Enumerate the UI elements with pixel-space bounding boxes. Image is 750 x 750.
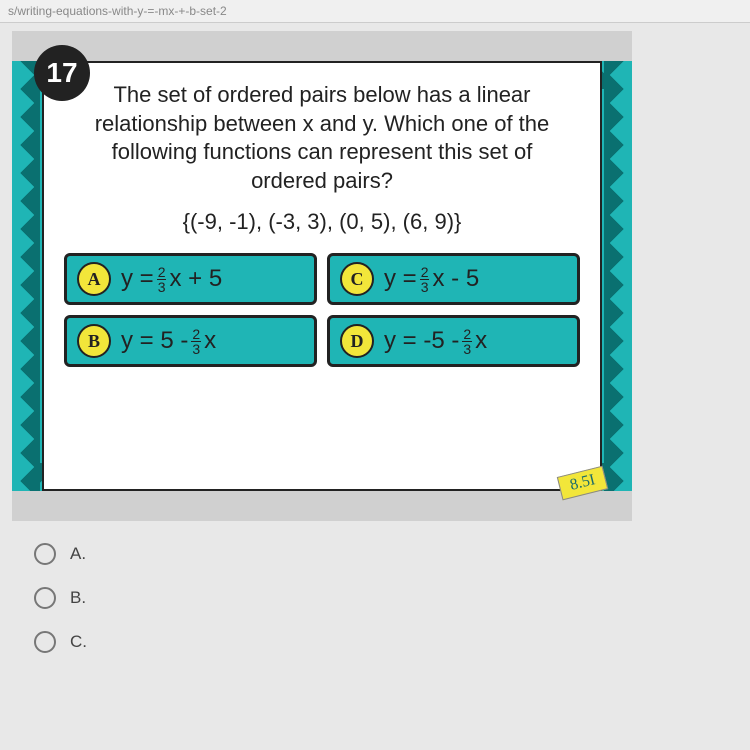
answer-choice-d: D y = -5 - 23 x <box>327 315 580 367</box>
eq-suffix: x <box>204 327 216 355</box>
numerator: 2 <box>462 327 472 342</box>
option-a[interactable]: A. <box>34 543 750 565</box>
numerator: 2 <box>420 265 430 280</box>
question-card: 17 The set of ordered pairs below has a … <box>12 61 632 491</box>
fraction: 23 <box>191 327 201 356</box>
option-label: A. <box>70 544 86 564</box>
option-c[interactable]: C. <box>34 631 750 653</box>
denominator: 3 <box>157 280 167 294</box>
standard-badge: 8.5I <box>556 466 608 501</box>
answer-choice-c: C y = 23 x - 5 <box>327 253 580 305</box>
option-label: C. <box>70 632 87 652</box>
eq-prefix: y = 5 - <box>121 327 188 355</box>
numerator: 2 <box>191 327 201 342</box>
answer-equation: y = -5 - 23 x <box>384 327 487 356</box>
eq-suffix: x - 5 <box>432 265 479 293</box>
radio-icon[interactable] <box>34 543 56 565</box>
border-left <box>12 61 40 491</box>
option-b[interactable]: B. <box>34 587 750 609</box>
eq-prefix: y = <box>384 265 417 293</box>
answer-choice-b: B y = 5 - 23 x <box>64 315 317 367</box>
content-area: 17 The set of ordered pairs below has a … <box>0 23 750 653</box>
eq-suffix: x + 5 <box>169 265 222 293</box>
answer-letter: D <box>340 324 374 358</box>
answer-letter: A <box>77 262 111 296</box>
denominator: 3 <box>191 342 201 356</box>
numerator: 2 <box>157 265 167 280</box>
ordered-pairs: {(-9, -1), (-3, 3), (0, 5), (6, 9)} <box>64 209 580 235</box>
answer-letter: B <box>77 324 111 358</box>
radio-options: A. B. C. <box>12 521 750 653</box>
eq-prefix: y = <box>121 265 154 293</box>
card-inner: 17 The set of ordered pairs below has a … <box>42 61 602 491</box>
eq-suffix: x <box>475 327 487 355</box>
radio-icon[interactable] <box>34 587 56 609</box>
answer-equation: y = 23 x + 5 <box>121 265 222 294</box>
denominator: 3 <box>462 342 472 356</box>
border-right <box>604 61 632 491</box>
fraction: 23 <box>462 327 472 356</box>
card-shadow: 17 The set of ordered pairs below has a … <box>12 31 632 521</box>
denominator: 3 <box>420 280 430 294</box>
option-label: B. <box>70 588 86 608</box>
radio-icon[interactable] <box>34 631 56 653</box>
question-text: The set of ordered pairs below has a lin… <box>64 81 580 203</box>
fraction: 23 <box>157 265 167 294</box>
url-bar: s/writing-equations-with-y-=-mx-+-b-set-… <box>0 0 750 23</box>
answer-choice-a: A y = 23 x + 5 <box>64 253 317 305</box>
question-number-badge: 17 <box>34 45 90 101</box>
fraction: 23 <box>420 265 430 294</box>
answer-equation: y = 5 - 23 x <box>121 327 216 356</box>
eq-prefix: y = -5 - <box>384 327 459 355</box>
answer-letter: C <box>340 262 374 296</box>
answer-equation: y = 23 x - 5 <box>384 265 479 294</box>
answer-grid: A y = 23 x + 5 C y = 23 x - 5 <box>64 253 580 367</box>
